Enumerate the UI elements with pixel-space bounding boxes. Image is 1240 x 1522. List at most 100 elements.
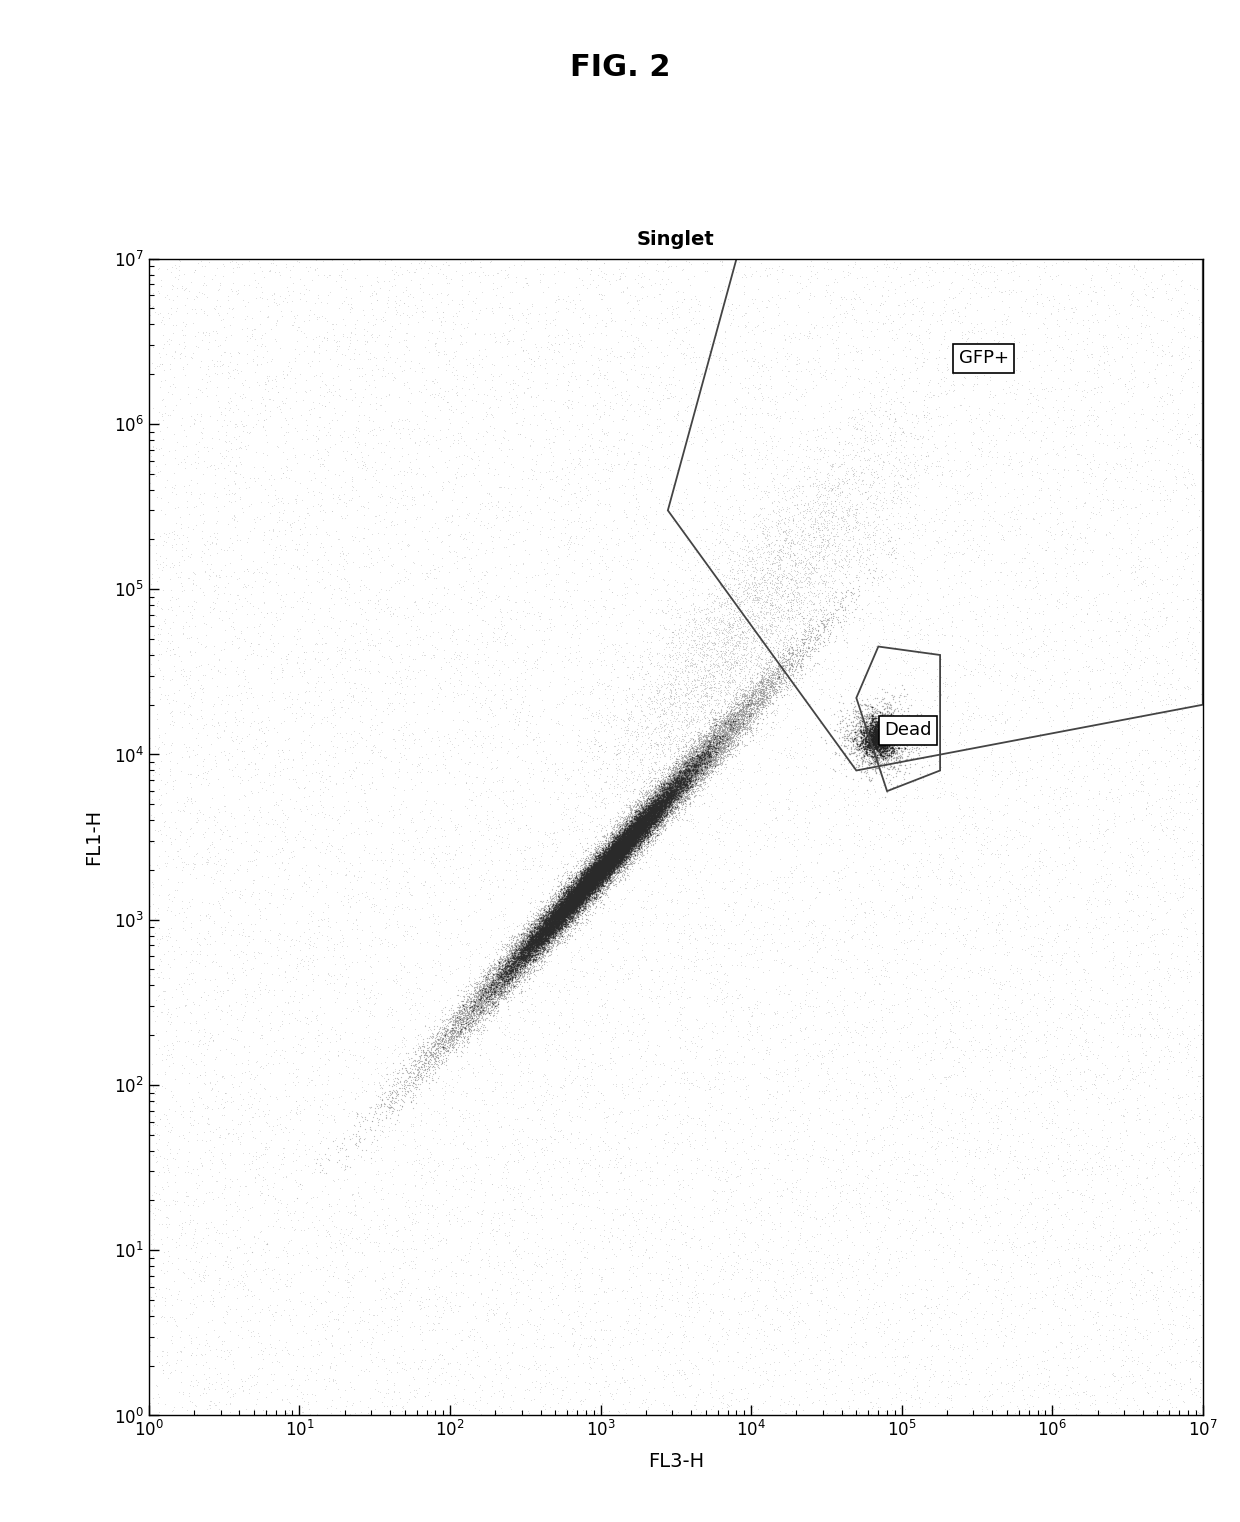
Point: [587, 860, 606, 884]
Point: [494, 960, 513, 985]
Point: [541, 913, 560, 938]
Point: [527, 1128, 547, 1152]
Point: [558, 285, 578, 309]
Point: [614, 708, 634, 732]
Point: [879, 729, 899, 753]
Point: [526, 915, 546, 939]
Point: [641, 804, 661, 828]
Point: [559, 890, 579, 915]
Point: [667, 758, 687, 782]
Point: [706, 738, 725, 763]
Point: [742, 645, 761, 670]
Point: [718, 734, 738, 758]
Point: [635, 799, 655, 823]
Point: [1138, 1205, 1158, 1230]
Point: [745, 402, 765, 426]
Point: [780, 670, 800, 694]
Point: [813, 557, 833, 581]
Point: [605, 833, 625, 857]
Point: [735, 461, 755, 486]
Point: [849, 501, 869, 525]
Point: [636, 810, 656, 834]
Point: [1043, 420, 1063, 444]
Point: [668, 403, 688, 428]
Point: [192, 890, 212, 915]
Point: [802, 925, 822, 950]
Point: [676, 767, 696, 791]
Point: [542, 906, 562, 930]
Point: [569, 883, 589, 907]
Point: [595, 843, 615, 868]
Point: [529, 904, 549, 928]
Point: [387, 1304, 407, 1329]
Point: [663, 770, 683, 794]
Point: [169, 594, 188, 618]
Point: [1192, 833, 1211, 857]
Point: [527, 931, 547, 956]
Point: [558, 884, 578, 909]
Point: [507, 954, 527, 979]
Point: [641, 957, 661, 982]
Point: [866, 1315, 885, 1339]
Point: [660, 769, 680, 793]
Point: [756, 693, 776, 717]
Point: [610, 829, 630, 854]
Point: [580, 883, 600, 907]
Point: [657, 788, 677, 813]
Point: [714, 563, 734, 587]
Point: [857, 705, 877, 729]
Point: [572, 868, 591, 892]
Point: [567, 881, 587, 906]
Point: [614, 826, 634, 851]
Point: [682, 763, 702, 787]
Point: [492, 962, 512, 986]
Point: [511, 947, 531, 971]
Point: [688, 729, 708, 753]
Point: [689, 761, 709, 785]
Point: [554, 895, 574, 919]
Point: [572, 890, 591, 915]
Point: [474, 983, 494, 1008]
Point: [706, 731, 725, 755]
Point: [621, 833, 641, 857]
Point: [677, 773, 697, 798]
Point: [383, 935, 403, 959]
Point: [541, 904, 560, 928]
Point: [584, 863, 604, 887]
Point: [649, 799, 668, 823]
Point: [625, 823, 645, 848]
Point: [651, 796, 671, 820]
Point: [500, 947, 520, 971]
Point: [605, 845, 625, 869]
Point: [728, 1321, 748, 1345]
Point: [835, 721, 854, 746]
Point: [589, 874, 609, 898]
Point: [675, 770, 694, 794]
Point: [784, 373, 804, 397]
Point: [588, 864, 608, 889]
Point: [665, 779, 684, 804]
Point: [569, 878, 589, 903]
Point: [652, 674, 672, 699]
Point: [305, 1382, 325, 1406]
Point: [635, 807, 655, 831]
Point: [533, 1327, 553, 1352]
Point: [651, 793, 671, 817]
Point: [161, 1361, 181, 1385]
Point: [878, 750, 898, 775]
Point: [730, 697, 750, 721]
Point: [589, 858, 609, 883]
Point: [825, 513, 844, 537]
Point: [593, 858, 613, 883]
Point: [575, 868, 595, 892]
Point: [527, 928, 547, 953]
Point: [368, 632, 388, 656]
Point: [531, 916, 551, 941]
Point: [668, 709, 688, 734]
Point: [853, 734, 873, 758]
Point: [719, 723, 739, 747]
Point: [595, 854, 615, 878]
Point: [541, 918, 560, 942]
Point: [503, 956, 523, 980]
Point: [268, 1017, 288, 1041]
